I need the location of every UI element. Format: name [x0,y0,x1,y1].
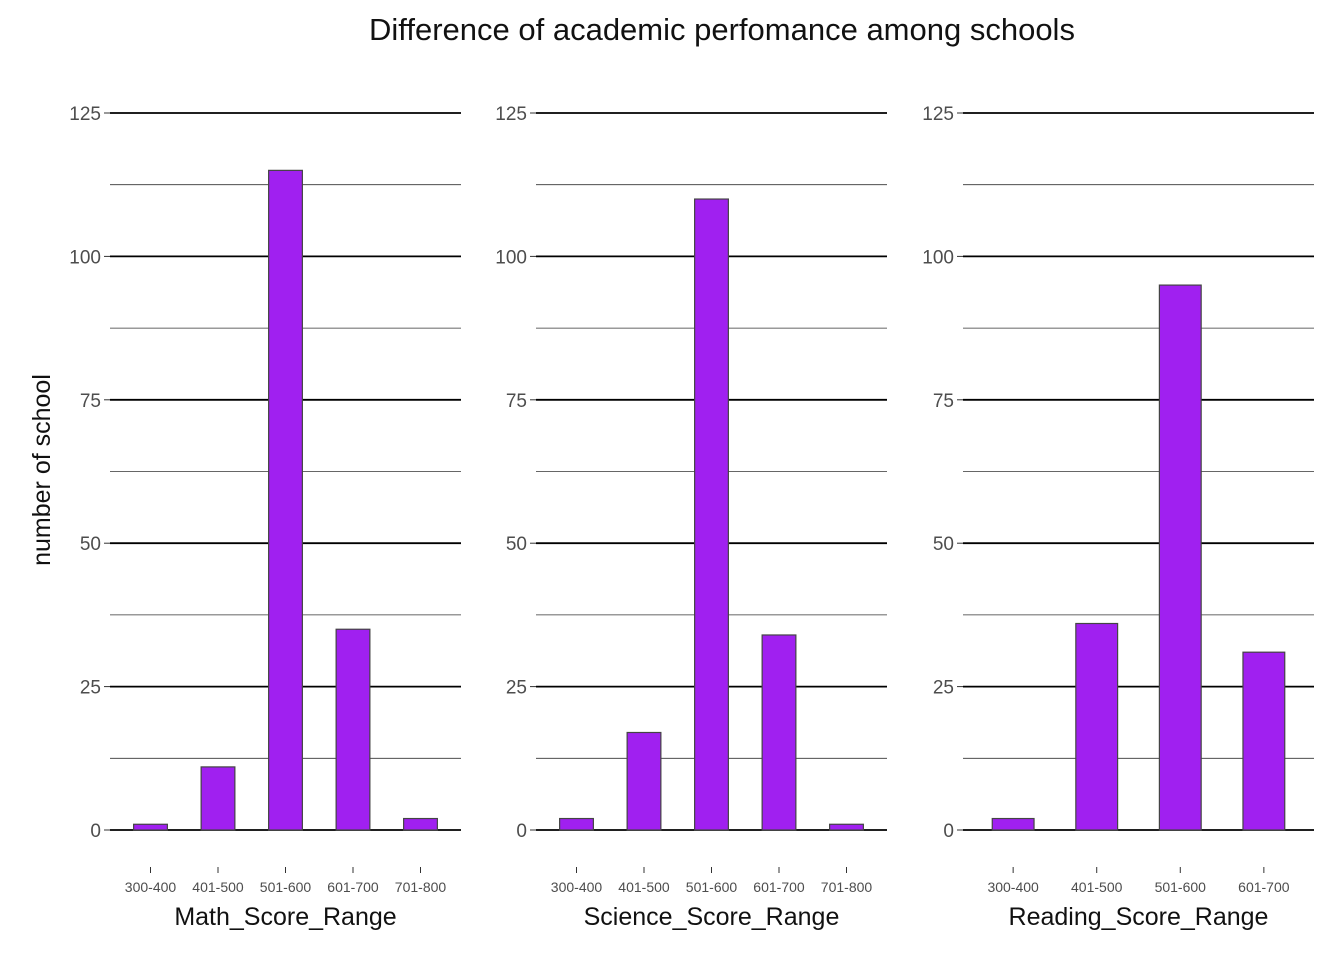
x-axis-label: Math_Score_Range [174,903,396,931]
x-axis-label: Reading_Score_Range [1009,903,1269,931]
y-tick-label: 25 [506,678,527,699]
bar-601-700 [335,628,371,831]
panel-2: 0 25 50 75 100 125 300-400 401-500 501-600 601-70… [495,104,887,931]
y-tick-label: 100 [922,247,954,268]
bar-300-400 [991,817,1035,831]
x-tick-label: 300-400 [125,879,177,895]
bar-701-800 [829,823,864,831]
y-tick-label: 50 [506,534,527,555]
y-tick-label: 25 [80,678,101,699]
x-tick-label: 501-600 [260,879,312,895]
bar-701-800 [403,817,438,831]
y-tick-label: 75 [80,391,101,412]
bar-501-600 [268,169,303,831]
bar-300-400 [133,823,168,831]
x-tick-label: 601-700 [327,879,379,895]
bar-501-600 [1158,284,1202,831]
x-tick-label: 401-500 [618,879,670,895]
x-tick-label: 701-800 [821,879,873,895]
y-tick-label: 125 [495,104,527,125]
x-tick-label: 701-800 [395,879,447,895]
y-tick-label: 50 [80,534,101,555]
panel-3: 0 25 50 75 100 125 300-400 401-500 501-600 601-70… [922,104,1314,931]
x-tick-label: 300-400 [551,879,603,895]
y-tick-label: 0 [943,821,954,842]
y-tick-label: 125 [922,104,954,125]
bar-601-700 [761,634,797,831]
x-tick-label: 401-500 [192,879,244,895]
bar-401-500 [626,731,662,831]
y-tick-label: 100 [495,247,527,268]
y-tick-label: 100 [69,247,101,268]
y-axis-label: number of school [28,374,56,566]
bar-501-600 [694,198,729,831]
x-tick-label: 601-700 [1238,879,1290,895]
chart-title: Difference of academic perfomance among … [369,12,1075,47]
x-axis-label: Science_Score_Range [584,903,840,931]
y-tick-label: 0 [516,821,527,842]
bar-401-500 [200,766,236,831]
x-tick-label: 501-600 [686,879,738,895]
y-tick-label: 75 [933,391,954,412]
bar-601-700 [1242,651,1286,831]
bar-300-400 [559,817,594,831]
y-tick-label: 25 [933,678,954,699]
x-tick-label: 401-500 [1071,879,1123,895]
bar-401-500 [1075,622,1119,831]
x-tick-label: 601-700 [753,879,805,895]
panels-group: 0 25 50 75 100 125 300-400 401-500 501-600 601-70… [69,104,1314,931]
x-tick-label: 501-600 [1155,879,1207,895]
y-tick-label: 0 [90,821,101,842]
y-tick-label: 125 [69,104,101,125]
x-tick-label: 300-400 [987,879,1039,895]
y-tick-label: 50 [933,534,954,555]
y-tick-label: 75 [506,391,527,412]
panel-1: 0 25 50 75 100 125 300-400 401-500 501-600 601-70… [69,104,461,931]
